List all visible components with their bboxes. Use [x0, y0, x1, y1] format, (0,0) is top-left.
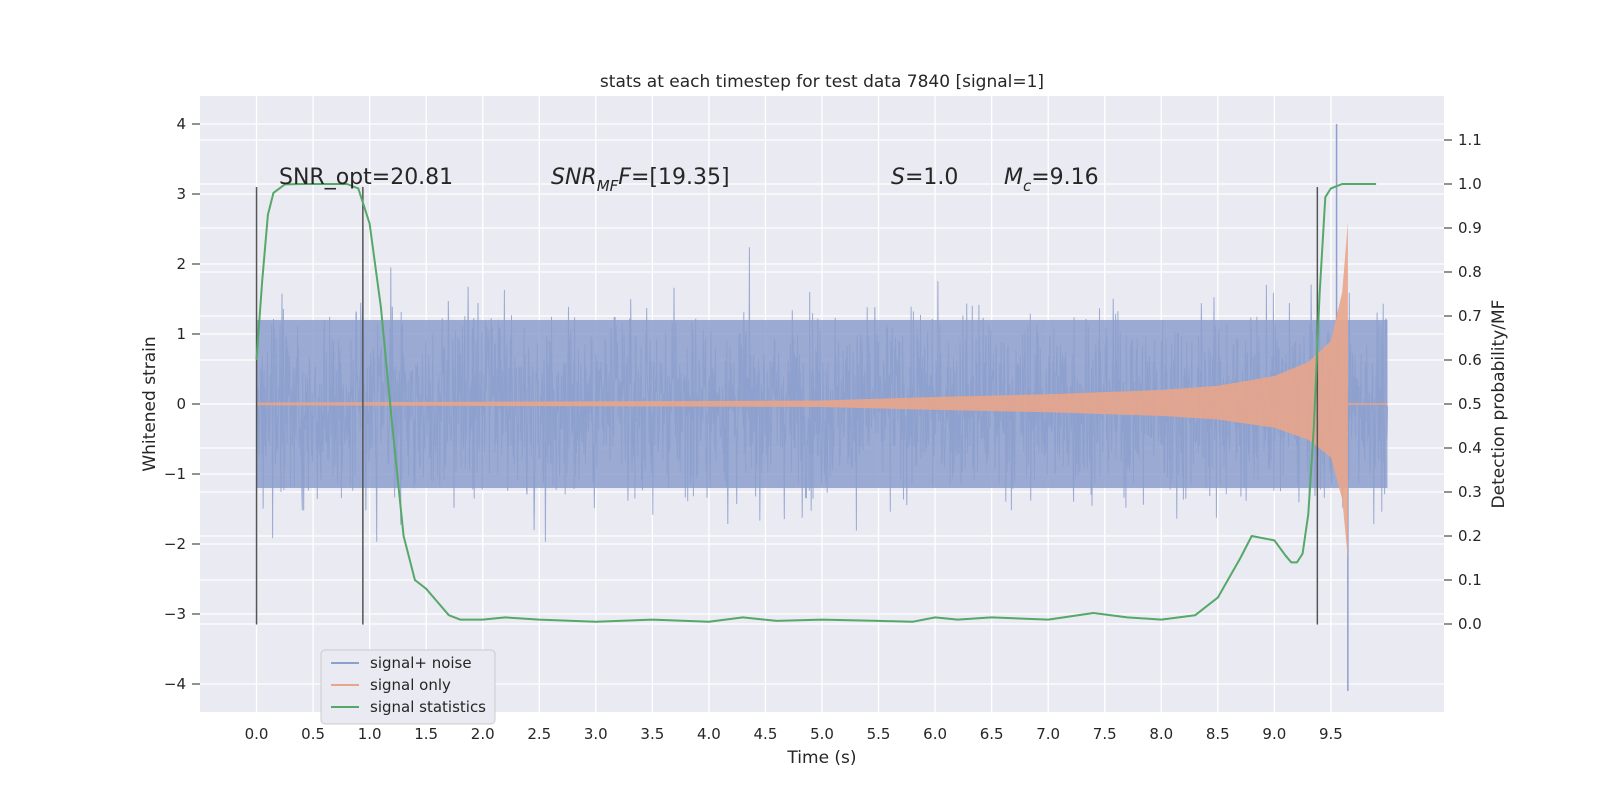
y-right-tick-label: 0.3	[1458, 483, 1482, 501]
y-right-tick-label: 0.7	[1458, 307, 1482, 325]
y-right-tick-label: 1.1	[1458, 131, 1482, 149]
x-tick-label: 7.0	[1036, 725, 1060, 743]
y-right-axis-title: Detection probability/MF	[1489, 300, 1509, 509]
y-tick-label: 1	[176, 325, 186, 343]
legend-label-signal-statistics: signal statistics	[370, 698, 486, 716]
x-axis-title: Time (s)	[786, 748, 856, 768]
legend-box	[320, 649, 496, 725]
x-tick-label: 4.5	[754, 725, 778, 743]
legend-label-signal-only: signal only	[370, 676, 451, 694]
x-tick-label: 6.0	[923, 725, 947, 743]
mc-tail: =9.16	[1031, 165, 1098, 190]
y-right-tick-label: 0.9	[1458, 219, 1482, 237]
y-tick-label: 3	[176, 185, 186, 203]
snr-mf-f: F	[618, 165, 631, 190]
y-right-tick-label: 0.0	[1458, 615, 1482, 633]
x-tick-label: 8.5	[1206, 725, 1230, 743]
x-tick-label: 3.0	[584, 725, 608, 743]
y-tick-label: −4	[164, 675, 186, 693]
annotation-mc: Mc=9.16	[1004, 165, 1099, 195]
x-tick-label: 3.5	[640, 725, 664, 743]
snr-mf-main: SNR	[551, 165, 597, 190]
y-tick-label: −2	[164, 535, 186, 553]
x-tick-label: 1.0	[358, 725, 382, 743]
y-right-tick-label: 0.1	[1458, 571, 1482, 589]
y-tick-label: −3	[164, 605, 186, 623]
x-tick-label: 2.0	[471, 725, 495, 743]
x-tick-label: 4.0	[697, 725, 721, 743]
y-right-tick-label: 1.0	[1458, 175, 1482, 193]
legend-label-signal-noise: signal+ noise	[370, 654, 472, 672]
annotation-snr-mf: SNRMFF=[19.35]	[551, 165, 730, 195]
vertical-markers	[255, 187, 1319, 625]
x-tick-label: 2.5	[527, 725, 551, 743]
y-tick-label: 0	[176, 395, 186, 413]
y-right-tick-label: 0.4	[1458, 439, 1482, 457]
y-tick-label: 2	[176, 255, 186, 273]
mc-sub: c	[1023, 177, 1032, 195]
mc-main: M	[1004, 165, 1023, 190]
x-tick-label: 5.0	[810, 725, 834, 743]
legend: signal+ noise signal only signal statist…	[320, 649, 496, 725]
y-right-tick-labels: 1.1 1.0 0.9 0.8 0.7 0.6 0.5 0.4 0.3 0.2 0.1 0.0	[1444, 131, 1482, 633]
s-main: S	[891, 165, 905, 190]
y-tick-label: 4	[176, 115, 186, 133]
x-tick-label: 0.5	[301, 725, 325, 743]
x-tick-label: 9.5	[1319, 725, 1343, 743]
y-axis-title: Whitened strain	[140, 336, 160, 471]
y-right-tick-label: 0.6	[1458, 351, 1482, 369]
series-signal-statistics	[255, 183, 1377, 623]
annotation-s: S=1.0	[891, 165, 958, 190]
x-tick-label: 1.5	[414, 725, 438, 743]
statistics-line	[255, 183, 1377, 623]
x-tick-labels: 0.0 0.5 1.0 1.5 2.0 2.5 3.0 3.5 4.0 4.5 5.0 5.5 6.0 6…	[245, 725, 1343, 743]
snr-mf-sub: MF	[597, 177, 619, 195]
x-tick-label: 8.0	[1149, 725, 1173, 743]
y-right-tick-label: 0.5	[1458, 395, 1482, 413]
x-tick-label: 9.0	[1262, 725, 1286, 743]
x-tick-label: 6.5	[980, 725, 1004, 743]
x-tick-label: 0.0	[245, 725, 269, 743]
y-tick-label: −1	[164, 465, 186, 483]
x-tick-label: 5.5	[867, 725, 891, 743]
y-tick-labels: 4 3 2 1 0 −1 −2 −3 −4	[164, 115, 200, 693]
chart-title: stats at each timestep for test data 784…	[600, 72, 1044, 92]
annotation-snr-opt: SNR_opt=20.81	[279, 165, 453, 190]
x-tick-label: 7.5	[1093, 725, 1117, 743]
series-signal-only	[256, 222, 1388, 559]
y-right-tick-label: 0.8	[1458, 263, 1482, 281]
s-tail: =1.0	[905, 165, 958, 190]
snr-mf-tail: =[19.35]	[631, 165, 730, 190]
y-right-tick-label: 0.2	[1458, 527, 1482, 545]
